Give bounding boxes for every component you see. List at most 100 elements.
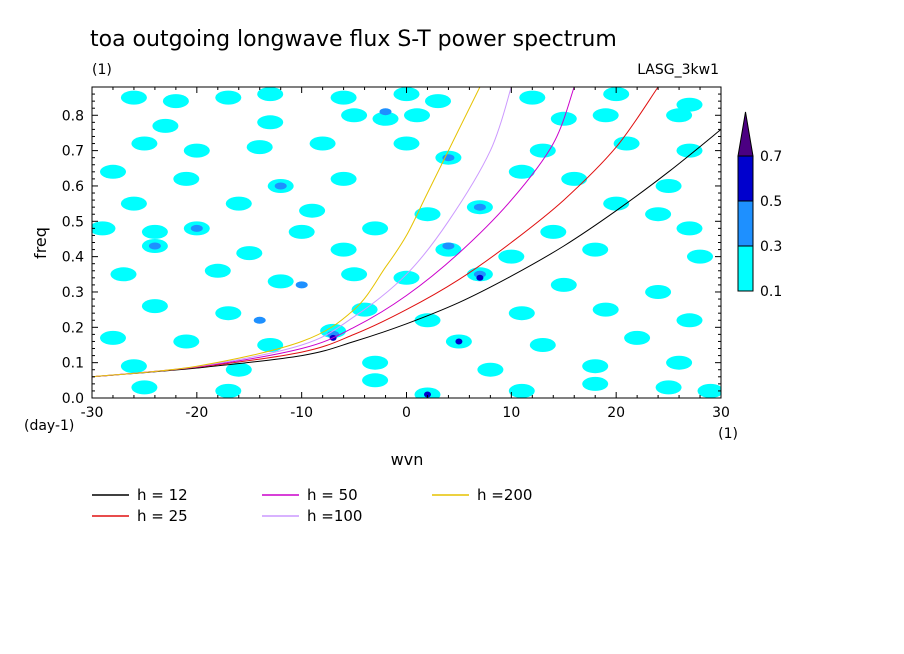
contour-patch [582,376,609,391]
contour-patch [267,274,294,289]
colorbar-band [737,245,754,292]
contour-patch [687,249,713,264]
contour-patch [613,136,640,151]
legend-label: h = 25 [137,507,188,525]
y-tick-label: 0.8 [62,108,84,124]
contour-patch [246,140,273,155]
contour-patch [655,179,682,193]
contour-patch [120,90,147,105]
contour-patch [330,171,357,186]
y-tick-label: 0.0 [62,391,84,407]
legend-label: h =100 [307,507,362,525]
x-unit-label: (1) [718,426,738,442]
contour-patch [603,196,630,211]
contour-patch [225,362,252,377]
contour-patch [309,136,336,151]
contour-patch [295,281,308,289]
contour-patch [330,242,357,257]
contour-patch [362,221,389,236]
legend-label: h = 12 [137,486,188,504]
y-tick-label: 0.5 [62,214,84,230]
contour-patch [225,196,252,211]
contour-patch [274,182,287,190]
contour-patch [473,203,486,211]
y-tick-label: 0.3 [62,285,84,301]
contour-patch [582,359,609,374]
contour-patch [592,302,619,317]
contour-patch [92,221,116,236]
contour-patch [676,313,703,328]
contour-patch [257,115,284,130]
colorbar-arrow [737,111,754,157]
x-tick-label: 10 [502,405,520,421]
legend-label: h =200 [477,486,532,504]
contour-patch [603,87,630,102]
colorbar: 0.1 0.3 0.5 0.7 [737,111,782,300]
contour-patch [442,242,455,250]
x-tick-label: 30 [712,405,730,421]
contour-patch [666,355,693,370]
contour-patch [141,224,168,239]
dispersion-curve [92,129,721,378]
contour-patch [100,164,126,179]
contour-patch [131,136,158,151]
y-tick-label: 0.4 [62,250,84,266]
contour-patch [645,207,672,222]
contour-patch [624,330,651,345]
y-tick-label: 0.6 [62,179,84,195]
contour-patch [120,359,147,374]
y-tick-label: 0.7 [62,144,84,160]
contour-patch [393,136,420,151]
dispersion-curve [92,87,575,378]
x-axis-label: wvn [391,450,424,469]
contour-patch [257,338,284,352]
x-tick-label: -10 [290,405,313,421]
contour-patch [455,338,463,345]
colorbar-label: 0.1 [760,284,782,300]
x-tick-label: 0 [402,405,411,421]
contour-patch [183,143,210,158]
contour-patch [236,246,263,261]
contour-patch [362,373,389,388]
contour-patch [215,306,242,321]
colorbar-label: 0.7 [760,149,782,165]
colorbar-band [737,155,754,202]
contour-patch [110,267,137,282]
contour-patch [508,164,535,179]
axes: -30 -20 -10 0 10 20 30 0.0 0.1 0.2 0.3 0.4 0.5 0.6 0.7… [62,87,730,421]
colorbar-band [737,200,754,247]
contour-patch [508,383,535,398]
contour-patch [473,270,486,278]
contour-patch [330,90,357,105]
contour-patch [341,108,368,123]
contour-patch [582,242,609,257]
y-axis-label: freq [31,227,50,259]
contour-patch [414,313,441,328]
contour-patch [519,90,546,105]
chart-title: toa outgoing longwave flux S-T power spe… [90,27,617,52]
contour-patch [362,355,389,370]
contour-patch [131,380,158,395]
contour-patch [435,242,462,257]
contour-patch [141,299,168,314]
contour-patch [676,143,703,158]
y-tick-label: 0.1 [62,356,84,372]
contour-patch [414,207,441,222]
contour-layer [92,87,721,398]
contour-patch [498,249,525,264]
contour-patch [561,171,588,186]
contour-patch [645,285,672,299]
contour-patch [655,380,682,395]
contour-patch [341,267,368,282]
contour-patch [162,94,189,109]
contour-patch [173,171,200,186]
chart-subtitle-right: LASG_3kw1 [637,62,719,78]
contour-patch [425,94,451,109]
y-tick-label: 0.2 [62,320,84,336]
contour-patch [204,263,231,278]
contour-patch [215,90,242,105]
dispersion-curve [92,87,659,378]
contour-patch [508,306,535,321]
contour-patch [288,224,315,239]
